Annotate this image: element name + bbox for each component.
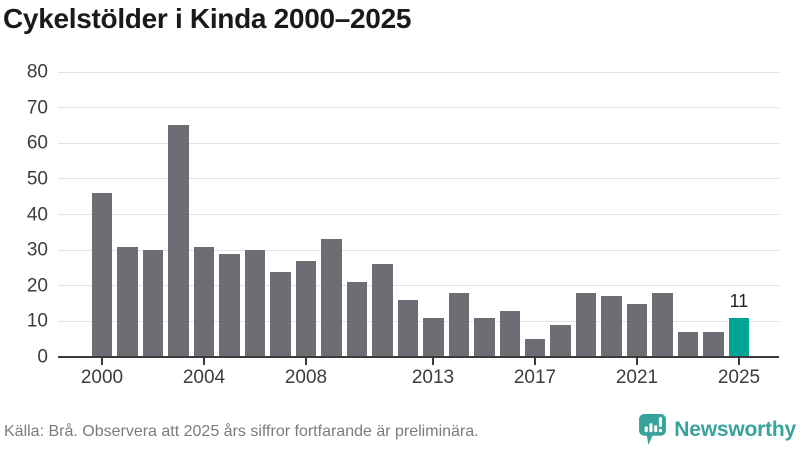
gridline	[58, 178, 779, 180]
bar-2017[interactable]	[524, 339, 546, 357]
x-tick-mark-2025	[738, 358, 740, 365]
x-tick-label-2013: 2013	[411, 367, 455, 388]
bar-2014[interactable]	[448, 292, 470, 357]
source-note: Källa: Brå. Observera att 2025 års siffr…	[4, 422, 479, 440]
gridline	[58, 285, 779, 287]
gridline	[58, 107, 779, 109]
bar-2015[interactable]	[474, 317, 495, 357]
x-tick-mark-2004	[203, 358, 205, 365]
gridline	[58, 320, 779, 322]
y-tick-label-20: 20	[26, 275, 48, 297]
x-tick-label-2021: 2021	[615, 367, 659, 388]
x-tick-label-2025: 2025	[717, 367, 761, 388]
x-tick-mark-2021	[636, 358, 638, 365]
y-tick-label-80: 80	[26, 61, 48, 83]
chart-title: Cykelstölder i Kinda 2000–2025	[3, 3, 412, 34]
bar-2011[interactable]	[372, 264, 393, 357]
gridline	[58, 249, 779, 251]
x-axis: 2000 2004 2008 2013 2017 2021 2025	[58, 357, 779, 399]
y-tick-label-30: 30	[26, 239, 48, 261]
bar-2016[interactable]	[499, 310, 520, 357]
bar-2013[interactable]	[423, 317, 444, 357]
y-tick-label-0: 0	[37, 346, 48, 368]
plot-area: 11 0 10 20 30 40 50 60 70 80	[27, 63, 779, 367]
bar-2025[interactable]: 11	[728, 292, 750, 357]
bars-container: 11	[58, 72, 779, 357]
bar-2001[interactable]	[117, 246, 138, 357]
brand-name: Newsworthy	[674, 418, 796, 441]
x-tick-label-2004: 2004	[182, 367, 226, 388]
highlight-value-label: 11	[729, 290, 749, 311]
x-tick-mark-2000	[101, 358, 103, 365]
x-tick-mark-2008	[305, 358, 307, 365]
bar-2019[interactable]	[575, 292, 597, 357]
bar-2020[interactable]	[601, 296, 622, 357]
bar-2003[interactable]	[168, 125, 189, 357]
x-tick-mark-2013	[432, 358, 434, 365]
gridline	[58, 214, 779, 215]
bar-2024[interactable]	[703, 332, 724, 357]
y-tick-label-60: 60	[26, 132, 48, 154]
bar-2021[interactable]	[626, 303, 648, 357]
bar-2002[interactable]	[142, 250, 164, 357]
bar-2023[interactable]	[677, 332, 699, 357]
bar-2009[interactable]	[321, 239, 342, 357]
bar-2006[interactable]	[244, 250, 266, 357]
x-tick-label-2000: 2000	[80, 367, 124, 388]
y-tick-label-10: 10	[26, 310, 48, 332]
x-tick-label-2017: 2017	[513, 367, 557, 388]
y-tick-label-40: 40	[26, 204, 48, 225]
bar-2008[interactable]	[295, 260, 317, 357]
bar-2005[interactable]	[219, 253, 240, 357]
bar-2010[interactable]	[346, 282, 368, 357]
x-tick-mark-2017	[534, 358, 536, 365]
bar-2018[interactable]	[550, 324, 571, 357]
x-axis-line	[58, 356, 779, 358]
y-tick-label-50: 50	[26, 168, 48, 190]
gridline	[58, 142, 779, 144]
newsworthy-speech-bubble-chart-icon	[639, 414, 667, 445]
bar-2004[interactable]	[193, 246, 215, 357]
bar-2022[interactable]	[652, 292, 673, 357]
y-tick-label-70: 70	[26, 97, 48, 119]
gridline	[58, 71, 779, 73]
x-tick-label-2008: 2008	[284, 367, 328, 388]
bar-2007[interactable]	[270, 271, 291, 357]
footer: Källa: Brå. Observera att 2025 års siffr…	[0, 402, 800, 450]
bar-2012[interactable]	[397, 300, 419, 357]
bar-2000[interactable]	[92, 193, 113, 357]
newsworthy-logo[interactable]: Newsworthy	[639, 414, 796, 445]
